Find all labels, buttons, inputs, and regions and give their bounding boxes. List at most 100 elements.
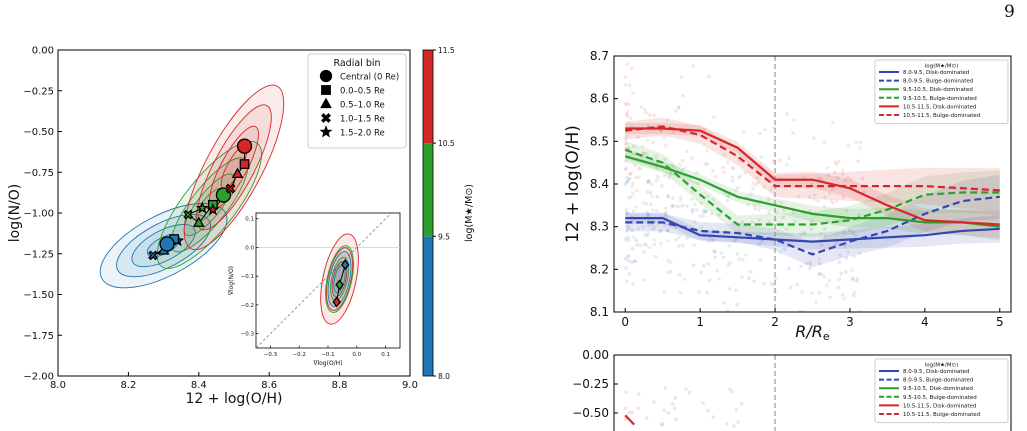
scatter-dot [645,190,649,194]
scatter-dot [630,247,635,251]
scatter-dot [817,177,821,181]
scatter-dot [666,194,671,199]
scatter-dot [851,276,855,280]
legend-box [874,358,1009,424]
scatter-dot [671,203,675,208]
scatter-dot [858,140,862,145]
data-point-x [183,209,194,220]
scatter-dot [695,208,699,212]
scatter-dot [651,140,655,145]
scatter-dot [678,290,683,295]
scatter-dot [769,281,774,286]
scatter-dot [713,255,717,259]
legend-marker-circle [319,69,333,83]
scatter-dot [734,188,738,192]
scatter-dot [631,91,635,95]
scatter-dot [705,290,709,295]
scatter-dot [630,184,634,189]
scatter-dot [623,137,628,141]
scatter-dot [725,198,730,203]
scatter-dot [642,242,647,247]
data-point-x [225,183,236,194]
scatter-dot [634,175,638,180]
scatter-dot [722,170,726,174]
scatter-dot [713,175,718,179]
scatter-dot [761,281,766,286]
scatter-dot [674,204,679,209]
scatter-dot [788,285,793,290]
scatter-dot [623,182,628,187]
scatter-dot [753,206,758,211]
scatter-dot [634,238,639,243]
inset-x-tick-label: −0.1 [321,352,334,358]
scatter-dot [731,424,736,428]
legend-label: 8.0-9.5, Bulge-dominated [903,378,973,384]
scatter-dot [626,254,631,259]
scatter-dot [665,228,670,233]
y-tick-label: −0.25 [23,86,54,97]
scatter-dot [808,266,812,271]
scatter-dot [701,214,706,218]
scatter-dot [801,231,806,235]
scatter-dot [674,417,679,422]
scatter-dot [624,175,629,180]
profile-plot: 0 1 2 3 4 5 8.1 8.2 8.3 8.4 8.5 8.6 8.7 R/Re 12 + log(… [563,49,1012,343]
scatter-dot [827,279,832,283]
scatter-dot [791,118,796,122]
scatter-dot [849,268,854,273]
scatter-dot [715,268,720,273]
scatter-dot [678,195,683,200]
legend-label: 8.0-9.5, Disk-dominated [903,369,969,375]
scatter-dot [773,276,778,281]
scatter-dot [754,182,759,187]
scatter-dot [740,220,745,225]
y-tick-label: −0.50 [572,406,609,420]
scatter-dot [665,228,670,233]
scatter-dot [767,210,771,215]
scatter-dot [642,107,647,112]
x-axis-label: 12 + log(O/H) [186,391,283,407]
scatter-dot [641,200,645,205]
scatter-dot [626,238,631,243]
scatter-dot [660,183,664,188]
scatter-dot [828,295,832,300]
scatter-dot [655,166,659,170]
scatter-dot [677,272,682,277]
scatter-dot [624,112,629,116]
scatter-dot [662,173,667,178]
scatter-dot [624,207,629,211]
scatter-dot [740,275,744,279]
scatter-dot [808,260,812,265]
legend-label: 0.0–0.5 Re [340,87,385,97]
y-tick-label: −0.25 [572,377,609,391]
scatter-dot [667,175,671,180]
legend-label: 9.5-10.5, Disk-dominated [903,386,973,392]
scatter-dot [644,111,649,115]
scatter-dot [624,390,628,395]
y-tick-label: −0.75 [23,168,54,179]
series-line [625,125,1000,192]
scatter-dot [648,245,652,250]
scatter-dot [825,283,829,288]
scatter-dot [719,251,724,255]
scatter-dot [756,180,760,185]
scatter-dot [802,175,806,180]
plot-frame [613,354,1012,431]
colorbar-tick-label: 8.0 [438,372,450,381]
scatter-dot [741,130,746,134]
scatter-dot [664,215,668,219]
scatter-dot [625,211,630,215]
scatter-dot [624,133,629,138]
scatter-dot [664,211,668,215]
scatter-dot [843,244,847,248]
scatter-dot [853,140,858,144]
scatter-dot [648,190,653,195]
scatter-dot [769,188,773,192]
scatter-dot [625,229,629,233]
scatter-dot [844,208,849,213]
scatter-dot [830,187,835,191]
y-tick-label: −2.00 [23,372,54,383]
scatter-dot [721,255,726,260]
scatter-dot [810,219,814,223]
